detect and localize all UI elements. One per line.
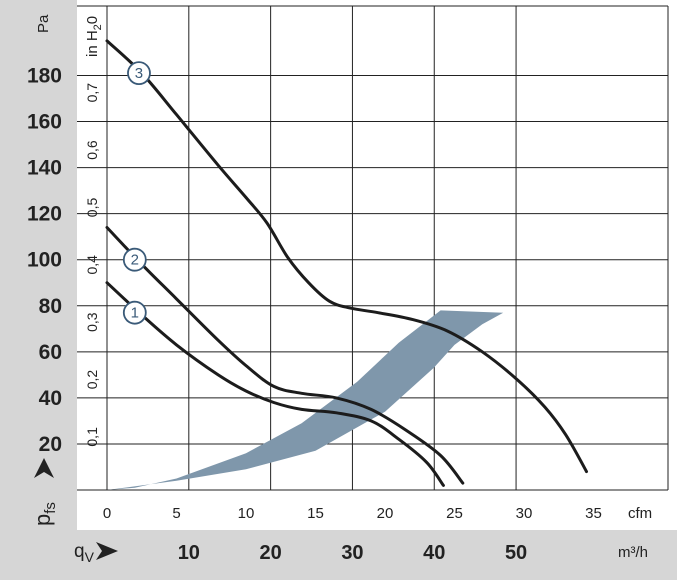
qv-axis-label: qV [74,541,95,565]
m3h-tick-label: 40 [423,542,445,564]
bottom-axis-band [0,530,677,580]
m3h-tick-label: 20 [260,542,282,564]
inh2o-tick-label: 0,2 [84,370,100,390]
inh2o-tick-label: 0,7 [84,83,100,103]
curve-markers: 3 2 1 [122,61,151,325]
qv-arrow-icon [96,542,118,560]
curve-marker-3 [127,61,151,86]
curve-marker-label-3: 3 [135,65,143,82]
left-axis-band [0,0,77,580]
grid [77,5,669,491]
cfm-tick-label: 5 [172,505,180,522]
pa-tick-label: 120 [27,203,62,226]
curve-3 [105,39,588,474]
m3h-tick-label: 10 [178,542,200,564]
inh2o-tick-label: 0,1 [84,427,100,447]
curve-marker-2 [122,247,147,272]
plot-area [77,0,677,530]
pa-tick-label: 20 [39,433,62,456]
pa-tick-label: 80 [39,295,62,318]
pa-tick-label: 180 [27,64,62,87]
cfm-unit-label: cfm [628,505,652,522]
cfm-tick-label: 15 [307,505,324,522]
cfm-tick-label: 35 [585,505,602,522]
curve-marker-1 [122,300,147,325]
pfs-arrow-icon [34,458,54,478]
curve-marker-label-1: 1 [131,305,139,322]
pa-ticks: 20 40 60 80 100 120 140 160 180 [27,64,62,455]
m3h-tick-label: 50 [505,542,527,564]
cfm-ticks: 0 5 10 15 20 25 30 35 [103,505,602,522]
working-range-layer [107,310,504,490]
cfm-tick-label: 30 [516,505,533,522]
inh2o-tick-label: 0,6 [84,140,100,160]
cfm-tick-label: 0 [103,505,111,522]
curve-marker-label-2: 2 [131,252,139,269]
working-range-area [107,310,504,490]
pa-tick-label: 140 [27,157,62,180]
pfs-axis-label: pfs [30,502,59,526]
inh2o-tick-label: 0,4 [84,255,100,275]
curves [105,39,588,487]
m3h-tick-label: 30 [341,542,363,564]
curve-1 [105,281,445,487]
cfm-tick-label: 25 [446,505,463,522]
m3h-unit-label: m³/h [618,544,648,561]
inh2o-tick-label: 0,3 [84,312,100,332]
pa-tick-label: 100 [27,249,62,272]
inh2o-ticks: 0,1 0,2 0,3 0,4 0,5 0,6 0,7 [84,83,100,447]
pa-unit-label: Pa [35,14,52,33]
cfm-tick-label: 20 [377,505,394,522]
cfm-tick-label: 10 [238,505,255,522]
m3h-ticks: 10 20 30 40 50 [178,542,528,564]
pa-tick-label: 60 [39,341,62,364]
pa-tick-label: 160 [27,111,62,134]
pa-tick-label: 40 [39,387,62,410]
inh2o-unit-label: in H20 [84,16,104,57]
inh2o-tick-label: 0,5 [84,198,100,218]
curve-2 [105,226,465,485]
